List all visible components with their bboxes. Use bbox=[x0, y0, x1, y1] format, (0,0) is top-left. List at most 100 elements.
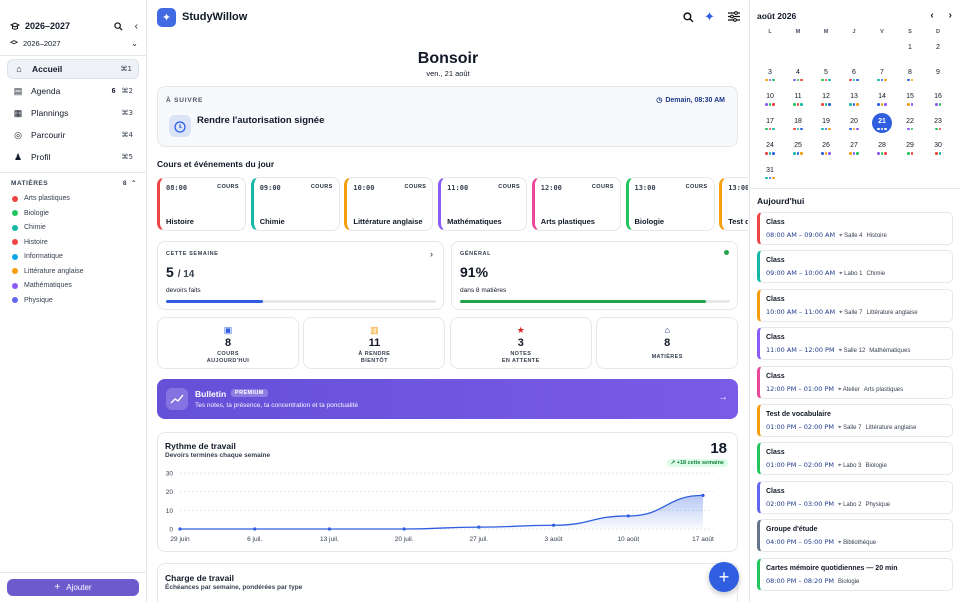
calendar-day[interactable]: 12 bbox=[812, 93, 840, 106]
calendar-day[interactable]: 2 bbox=[936, 44, 940, 51]
collapse-icon[interactable]: ‹ bbox=[134, 20, 138, 32]
class-card[interactable]: 12:00 COURS Arts plastiques bbox=[531, 177, 621, 231]
event-dots bbox=[868, 127, 896, 130]
chart-point bbox=[477, 525, 481, 529]
subject-item[interactable]: Arts plastiques bbox=[12, 195, 70, 202]
event-subject: Littérature anglaise bbox=[866, 309, 918, 316]
calendar-day[interactable]: 1 bbox=[908, 44, 912, 51]
class-card[interactable]: 08:00 COURS Histoire bbox=[157, 177, 246, 231]
subject-item[interactable]: Biologie bbox=[12, 210, 49, 217]
next-month-icon[interactable]: › bbox=[948, 10, 952, 21]
sidebar: 2026–2027 ‹ 2026–2027 ⌄ ⌂ Accueil ⌘1 ▤ Agend… bbox=[0, 0, 147, 602]
charge-title: Charge de travail bbox=[165, 573, 234, 583]
calendar-day[interactable]: 22 bbox=[896, 118, 924, 130]
event-card[interactable]: Class 08:00 AM – 09:00 AM ⌖ Salle 4 Histoir… bbox=[757, 212, 953, 245]
calendar-day[interactable]: 28 bbox=[868, 142, 896, 155]
today-marker[interactable] bbox=[872, 112, 892, 133]
event-card[interactable]: Class 12:00 PM – 01:00 PM ⌖ Atelier Arts pl… bbox=[757, 365, 953, 399]
event-subject: Histoire bbox=[866, 233, 887, 239]
event-card[interactable]: Cartes mémoire quotidiennes — 20 min 08:0… bbox=[757, 557, 953, 591]
calendar-day[interactable]: 23 bbox=[924, 118, 952, 130]
calendar-day[interactable]: 10 bbox=[756, 93, 784, 106]
event-card[interactable]: Class 11:00 AM – 12:00 PM ⌖ Salle 12 Mathém… bbox=[757, 327, 953, 361]
calendar-day[interactable]: 25 bbox=[784, 142, 812, 155]
subject-item[interactable]: Mathématiques bbox=[12, 282, 72, 289]
shortcut-hint: ⌘3 bbox=[121, 109, 133, 117]
subject-item[interactable]: Chimie bbox=[12, 224, 46, 231]
sparkle-icon[interactable]: ✦ bbox=[704, 9, 715, 24]
subject-item[interactable]: Informatique bbox=[12, 253, 63, 260]
class-card[interactable]: 11:00 COURS Mathématiques bbox=[438, 177, 528, 231]
add-fab-button[interactable]: + bbox=[709, 562, 739, 592]
event-card[interactable]: Class 02:00 PM – 03:00 PM ⌖ Labo 2 Physique bbox=[757, 480, 953, 514]
sidebar-item-parcourir[interactable]: ◎ Parcourir ⌘4 bbox=[7, 125, 139, 145]
calendar-day[interactable]: 5 bbox=[812, 69, 840, 81]
agenda-icon: ▤ bbox=[13, 85, 23, 96]
event-card[interactable]: Test de vocabulaire 01:00 PM – 02:00 PM ⌖ … bbox=[757, 404, 953, 437]
calendar-day[interactable]: 8 bbox=[896, 69, 924, 81]
summary-card[interactable]: ▥ 11 À RENDRE BIENTÔT bbox=[303, 317, 446, 369]
event-card[interactable]: Groupe d'étude 04:00 PM – 05:00 PM ⌖ Bibli… bbox=[757, 519, 953, 553]
bulletin-banner[interactable]: Bulletin PREMIUM Tes notes, ta présence,… bbox=[157, 379, 738, 419]
chart-point bbox=[701, 493, 705, 497]
y-tick-label: 0 bbox=[169, 527, 173, 534]
event-card[interactable]: Class 10:00 AM – 11:00 AM ⌖ Salle 7 Littéra… bbox=[757, 288, 953, 322]
week-card[interactable]: CETTE SEMAINE › 5 / 14 devoirs faits bbox=[157, 241, 444, 310]
subject-item[interactable]: Histoire bbox=[12, 239, 48, 246]
calendar-day[interactable]: 18 bbox=[784, 118, 812, 130]
calendar-day[interactable]: 7 bbox=[868, 69, 896, 81]
add-button[interactable]: + Ajouter bbox=[7, 579, 139, 596]
summary-card[interactable]: ▣ 8 COURS AUJOURD'HUI bbox=[157, 317, 299, 369]
calendar-day[interactable]: 24 bbox=[756, 142, 784, 155]
class-card[interactable]: 10:00 COURS Littérature anglaise bbox=[344, 177, 434, 231]
subject-item[interactable]: Physique bbox=[12, 297, 53, 304]
event-meta: 08:00 PM – 08:20 PM Biologie bbox=[766, 577, 859, 585]
up-next-card[interactable]: À SUIVRE ◷ Demain, 08:30 AM Rendre l'auto… bbox=[157, 86, 738, 147]
calendar-day[interactable]: 29 bbox=[896, 142, 924, 155]
calendar-day[interactable]: 31 bbox=[756, 167, 784, 179]
calendar-day[interactable]: 20 bbox=[840, 118, 868, 130]
event-card[interactable]: Class 09:00 AM – 10:00 AM ⌖ Labo 1 Chimie bbox=[757, 250, 953, 284]
sidebar-item-plannings[interactable]: ▦ Plannings ⌘3 bbox=[7, 103, 139, 123]
class-card[interactable]: 13:00 Test d bbox=[719, 177, 748, 231]
calendar-day[interactable]: 17 bbox=[756, 118, 784, 130]
subject-item[interactable]: Littérature anglaise bbox=[12, 268, 84, 275]
subjects-header[interactable]: MATIÈRES 8 ⌃ bbox=[11, 179, 137, 188]
event-card[interactable]: Class 01:00 PM – 02:00 PM ⌖ Labo 3 Biologie bbox=[757, 442, 953, 476]
calendar-day[interactable]: 3 bbox=[756, 69, 784, 81]
filters-icon[interactable] bbox=[728, 11, 740, 22]
calendar-day[interactable]: 27 bbox=[840, 142, 868, 155]
summary-card[interactable]: ⌂ 8 MATIÈRES bbox=[596, 317, 739, 369]
calendar-day[interactable]: 19 bbox=[812, 118, 840, 130]
subject-name: Biologie bbox=[24, 209, 49, 217]
event-dots bbox=[784, 127, 812, 130]
class-card[interactable]: 09:00 COURS Chimie bbox=[250, 177, 340, 231]
rythme-pill-text: +18 cette semaine bbox=[676, 460, 724, 466]
calendar-day[interactable]: 14 bbox=[868, 93, 896, 106]
year-selector[interactable]: 2026–2027 ‹ bbox=[10, 18, 138, 34]
event-dots bbox=[756, 176, 784, 179]
sidebar-item-accueil[interactable]: ⌂ Accueil ⌘1 bbox=[7, 59, 139, 79]
year-dropdown[interactable]: 2026–2027 ⌄ bbox=[10, 37, 138, 49]
calendar-day[interactable]: 11 bbox=[784, 93, 812, 106]
sidebar-item-agenda[interactable]: ▤ Agenda 6 ⌘2 bbox=[7, 81, 139, 101]
summary-value: 8 bbox=[224, 337, 232, 349]
summary-card[interactable]: ★ 3 NOTES EN ATTENTE bbox=[449, 317, 592, 369]
calendar-day[interactable]: 4 bbox=[784, 69, 812, 81]
calendar-day[interactable]: 15 bbox=[896, 93, 924, 106]
sidebar-item-profil[interactable]: ♟ Profil ⌘5 bbox=[7, 147, 139, 167]
calendar-day[interactable]: 13 bbox=[840, 93, 868, 106]
calendar-day[interactable]: 9 bbox=[936, 68, 940, 76]
search-icon[interactable] bbox=[113, 21, 123, 31]
calendar-day[interactable]: 16 bbox=[924, 93, 952, 106]
class-card[interactable]: 13:00 COURS Biologie bbox=[625, 177, 715, 231]
class-time: 11:00 bbox=[447, 184, 469, 192]
general-card[interactable]: GÉNÉRAL 91% dans 8 matières bbox=[451, 241, 738, 310]
class-name: Arts plastiques bbox=[540, 217, 595, 226]
search-icon[interactable] bbox=[683, 12, 694, 23]
calendar-day[interactable]: 21 bbox=[868, 118, 896, 130]
calendar-day[interactable]: 26 bbox=[812, 142, 840, 155]
prev-month-icon[interactable]: ‹ bbox=[930, 10, 934, 21]
calendar-day[interactable]: 30 bbox=[924, 142, 952, 155]
calendar-day[interactable]: 6 bbox=[840, 69, 868, 81]
